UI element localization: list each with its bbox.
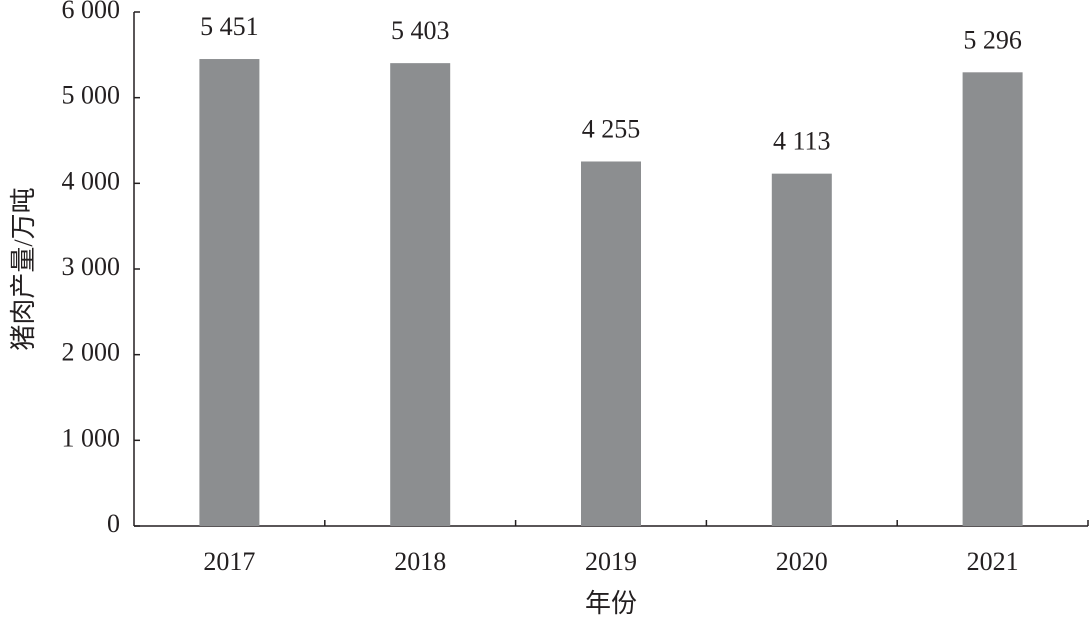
value-label: 5 403 bbox=[391, 16, 450, 45]
y-tick-label: 4 000 bbox=[62, 166, 121, 195]
x-tick-label: 2021 bbox=[967, 547, 1019, 576]
y-tick-label: 1 000 bbox=[62, 423, 121, 452]
value-label: 5 451 bbox=[200, 12, 259, 41]
y-tick-label: 2 000 bbox=[62, 338, 121, 367]
y-tick-label: 6 000 bbox=[62, 0, 121, 24]
y-tick-label: 5 000 bbox=[62, 81, 121, 110]
x-tick-label: 2020 bbox=[776, 547, 828, 576]
bar bbox=[199, 59, 260, 526]
bar bbox=[962, 72, 1023, 527]
y-tick-label: 3 000 bbox=[62, 252, 121, 281]
x-tick-label: 2018 bbox=[394, 547, 446, 576]
x-tick-label: 2019 bbox=[585, 547, 637, 576]
value-label: 5 296 bbox=[963, 25, 1022, 54]
bar bbox=[771, 173, 832, 526]
y-tick-label: 0 bbox=[107, 509, 120, 538]
y-axis-label: 猪肉产量/万吨 bbox=[9, 187, 38, 350]
value-label: 4 255 bbox=[582, 114, 641, 143]
x-axis-label: 年份 bbox=[585, 589, 637, 618]
bar bbox=[581, 161, 641, 526]
x-tick-label: 2017 bbox=[203, 547, 255, 576]
bar bbox=[390, 63, 451, 526]
value-label: 4 113 bbox=[773, 127, 831, 156]
